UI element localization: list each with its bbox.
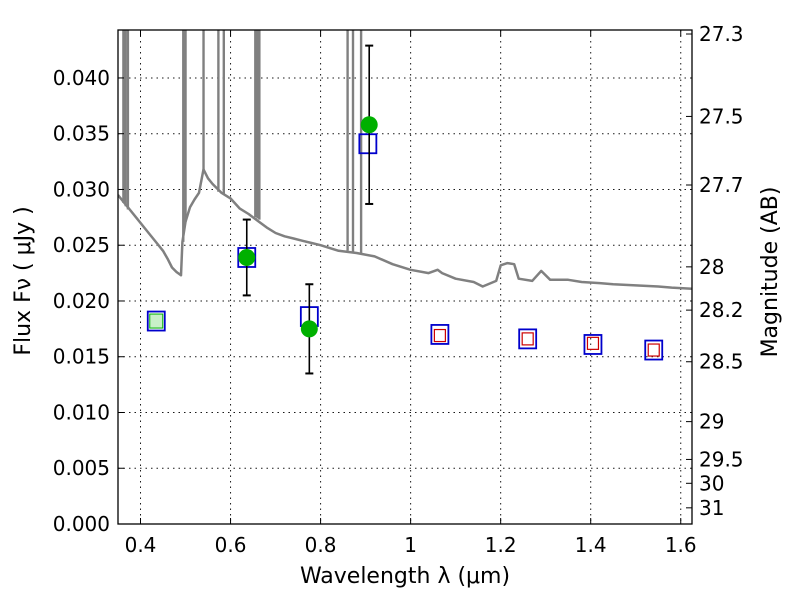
model-flux-square <box>358 133 378 155</box>
observed-flux-point <box>360 116 378 134</box>
y-axis-label: Flux Fν ( μJy ) <box>11 206 36 355</box>
y-tick-label: 0.035 <box>53 122 110 146</box>
x-tick-label: 0.8 <box>305 533 337 557</box>
right-tick-label: 28.2 <box>699 298 744 322</box>
x-axis-label: Wavelength λ (μm) <box>300 564 510 589</box>
y-tick-label: 0.025 <box>53 233 110 257</box>
right-tick-label: 28.5 <box>699 350 744 374</box>
observed-flux-point <box>238 248 256 266</box>
upper-limit-square <box>433 328 446 343</box>
x-tick-label: 1.2 <box>485 533 517 557</box>
plot-area <box>118 30 692 375</box>
y-tick-label: 0.030 <box>53 177 110 201</box>
y-tick-label: 0.015 <box>53 345 110 369</box>
plot-frame <box>117 29 693 525</box>
right-tick-label: 29 <box>699 410 724 434</box>
axis-ticks: 0.4 0.6 0.8 1 1.2 1.4 1.6 0.000 0.005 0.010 0.015 0… <box>53 22 744 557</box>
right-tick-label: 29.5 <box>699 447 744 471</box>
x-tick-label: 1.4 <box>575 533 607 557</box>
upper-limit-square <box>586 336 600 350</box>
right-axis-label: Magnitude (AB) <box>758 187 783 358</box>
observed-flux-point <box>149 313 164 329</box>
x-tick-label: 1.6 <box>665 533 697 557</box>
y-tick-label: 0.040 <box>53 66 110 90</box>
x-tick-label: 1 <box>404 533 417 557</box>
right-tick-label: 27.7 <box>699 173 744 197</box>
model-flux-square <box>518 328 538 350</box>
right-tick-label: 27.5 <box>699 104 744 128</box>
y-tick-label: 0.020 <box>53 289 110 313</box>
observed-flux-point <box>300 320 318 338</box>
right-tick-label: 31 <box>699 496 724 520</box>
right-tick-label: 28 <box>699 255 724 279</box>
upper-limit-square <box>521 332 534 346</box>
model-flux-square <box>430 324 450 345</box>
model-flux-square <box>583 334 603 355</box>
model-flux-square <box>146 310 166 332</box>
x-tick-label: 0.4 <box>125 533 157 557</box>
right-tick-label: 30 <box>699 471 724 495</box>
right-tick-label: 27.3 <box>699 22 744 46</box>
x-tick-label: 0.6 <box>215 533 247 557</box>
y-tick-label: 0.005 <box>53 456 110 480</box>
model-flux-square <box>644 339 664 361</box>
y-tick-label: 0.000 <box>53 512 110 536</box>
sed-model-line <box>118 168 692 290</box>
upper-limit-square <box>647 343 660 357</box>
y-tick-label: 0.010 <box>53 400 110 424</box>
